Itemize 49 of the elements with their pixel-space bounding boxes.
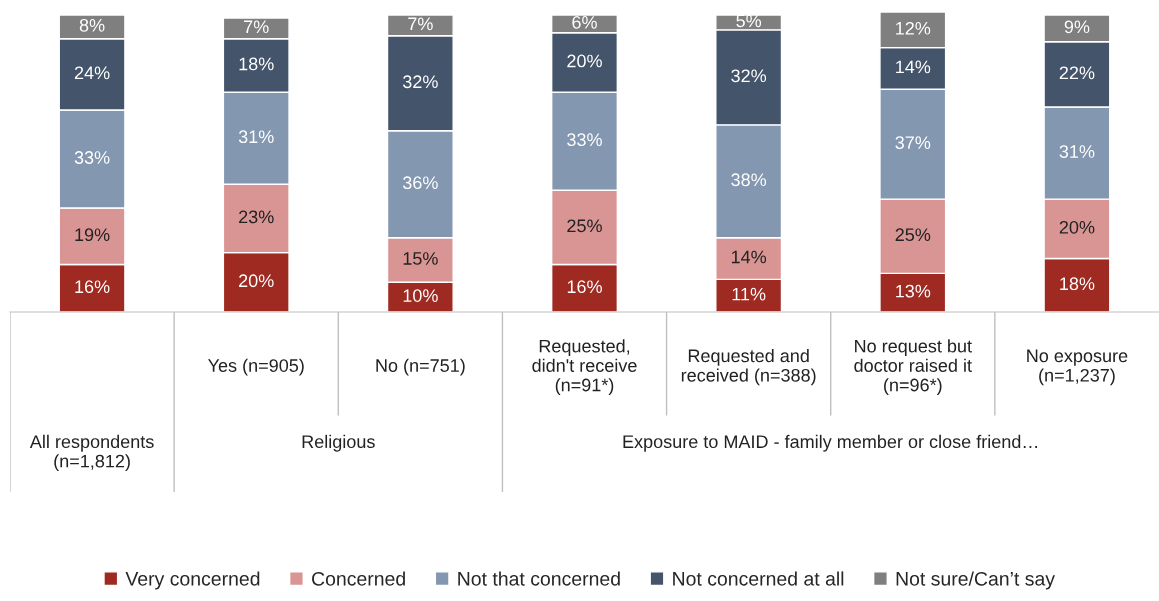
data-label: 33% xyxy=(567,133,602,147)
text: Exposure to MAID - family member or close friend… xyxy=(623,434,1037,452)
x-tick-label: No exposure (n=1,237) xyxy=(1027,349,1128,386)
data-label: 16% xyxy=(567,280,602,294)
data-label: 33% xyxy=(74,151,110,164)
data-label: 7% xyxy=(244,20,269,34)
text: All respondents (n=1,812) xyxy=(29,434,154,472)
data-label: 7% xyxy=(408,17,433,31)
legend-label: Very concerned xyxy=(125,571,260,590)
data-label: 15% xyxy=(403,252,438,265)
data-label: 16% xyxy=(75,280,110,294)
data-label: 25% xyxy=(567,219,602,233)
x-tick-label: Yes (n=905) xyxy=(208,358,304,376)
x-tick-label: Requested and received (n=388) xyxy=(681,348,816,386)
data-label: 9% xyxy=(1064,20,1090,34)
data-label: 14% xyxy=(896,60,931,74)
data-label: 36% xyxy=(402,176,438,190)
data-label: 24% xyxy=(74,66,110,80)
data-label: 31% xyxy=(1059,145,1095,158)
data-label: 38% xyxy=(731,173,767,187)
data-label: 13% xyxy=(896,284,931,298)
data-label: 25% xyxy=(895,228,931,242)
data-label: 32% xyxy=(402,75,438,89)
data-label: 32% xyxy=(731,69,767,83)
data-label: 23% xyxy=(239,210,274,224)
data-label: 37% xyxy=(895,136,931,150)
legend-label: Not that concerned xyxy=(458,571,620,586)
data-label: 20% xyxy=(239,274,274,288)
data-label: 19% xyxy=(75,228,110,242)
data-label: 6% xyxy=(572,15,597,29)
legend-label: Not concerned at all xyxy=(673,571,844,586)
legend-label: Not sure/Can’t say xyxy=(896,571,1055,590)
x-tick-label: Requested, didn't receive (n=91*) xyxy=(532,339,637,395)
data-label: 10% xyxy=(403,289,438,302)
data-label: 8% xyxy=(79,18,105,32)
data-label: 20% xyxy=(567,54,602,68)
data-label: 14% xyxy=(731,250,767,264)
x-tick-label: No request but doctor raised it (n=96*) xyxy=(854,339,972,395)
data-label: 20% xyxy=(1059,220,1095,234)
data-label: 12% xyxy=(896,21,931,35)
data-label: 18% xyxy=(239,57,274,71)
legend-label: Concerned xyxy=(312,571,405,586)
data-label: 11% xyxy=(732,287,766,301)
text: Religious xyxy=(302,434,375,452)
data-label: 31% xyxy=(238,130,274,144)
data-label: 22% xyxy=(1059,66,1095,80)
x-tick-label: No (n=751) xyxy=(376,358,465,376)
data-label: 18% xyxy=(1060,277,1095,291)
data-label: 5% xyxy=(736,14,762,28)
